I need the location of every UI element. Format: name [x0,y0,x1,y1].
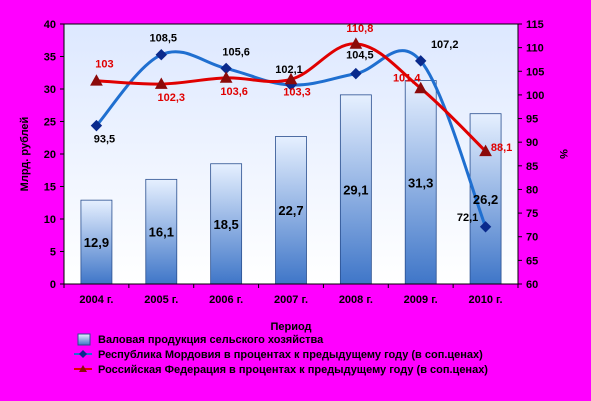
series-point-diamond [155,49,167,61]
series-point-label: 101,4 [393,72,421,84]
bar-value-label: 12,9 [84,235,109,250]
legend-marker-diamond [79,350,87,358]
y-axis-title: Млрд. рублей [19,117,31,192]
bar [210,163,243,285]
bar [145,178,178,285]
series-point-triangle [90,74,103,86]
x-tick-label: 2009 г. [404,294,438,306]
bar [339,94,372,285]
left-tick-label: 10 [44,214,56,226]
left-tick-label: 15 [44,182,56,194]
bar [80,199,113,285]
series-point-label: 108,5 [150,33,178,45]
series-point-label: 88,1 [491,142,512,154]
bar-value-label: 22,7 [278,203,303,218]
x-axis-title: Период [270,321,311,333]
right-tick-label: 100 [526,90,544,102]
right-tick-label: 65 [526,255,538,267]
legend-label: Российская Федерация в процентах к преды… [98,364,488,376]
series-point-label: 107,2 [431,39,459,51]
right-tick-label: 95 [526,114,538,126]
right-tick-label: 110 [526,43,544,55]
left-tick-label: 25 [44,117,56,129]
left-tick-label: 30 [44,84,56,96]
x-tick-label: 2006 г. [209,294,243,306]
right-tick-label: 80 [526,184,538,196]
series-point-label: 93,5 [94,134,115,146]
series-point-label: 72,1 [457,212,478,224]
left-tick-label: 0 [50,279,56,291]
series-point-diamond [479,221,492,233]
left-tick-label: 20 [44,149,56,161]
series-point-diamond [415,55,427,67]
legend-swatch-bars [77,333,91,346]
series-point-label: 110,8 [346,23,373,35]
x-tick-label: 2005 г. [144,294,178,306]
series-point-triangle [284,72,298,85]
right-tick-label: 85 [526,161,538,173]
series-point-triangle [479,144,492,157]
bar-value-label: 16,1 [149,225,174,240]
right-tick-label: 115 [526,19,544,31]
bar-value-label: 31,3 [408,175,433,190]
series-point-triangle [154,77,168,89]
right-tick-label: 90 [526,137,538,149]
series-point-label: 103,6 [220,86,248,98]
x-tick-label: 2010 г. [469,294,503,306]
right-tick-label: 60 [526,279,538,291]
series-point-triangle [349,37,363,49]
series-point-label: 102,3 [158,92,186,104]
right-tick-label: 75 [526,208,538,220]
legend-label: Республика Мордовия в процентах к предыд… [98,349,483,361]
series-point-label: 105,6 [222,46,250,58]
series-point-label: 102,1 [275,64,303,76]
left-tick-label: 5 [50,247,56,259]
bar-value-label: 26,2 [473,192,498,207]
x-tick-label: 2007 г. [274,294,308,306]
series-point-diamond [90,119,103,132]
left-tick-label: 40 [44,19,56,31]
series-point-label: 103 [95,59,113,71]
y2-axis-title: % [557,149,569,159]
left-tick-label: 35 [44,52,56,64]
bar-value-label: 18,5 [213,217,238,232]
series-point-triangle [414,81,428,94]
x-tick-label: 2008 г. [339,294,373,306]
bar-value-label: 29,1 [343,182,368,197]
x-tick-label: 2004 г. [79,294,113,306]
right-tick-label: 70 [526,232,538,244]
series-point-triangle [219,71,233,83]
series-point-label: 103,3 [283,86,311,98]
legend-marker-triangle [79,365,87,372]
legend-label: Валовая продукция сельского хозяйства [98,334,324,346]
series-point-label: 104,5 [346,50,374,62]
series-point-diamond [350,67,362,80]
right-tick-label: 105 [526,66,544,78]
